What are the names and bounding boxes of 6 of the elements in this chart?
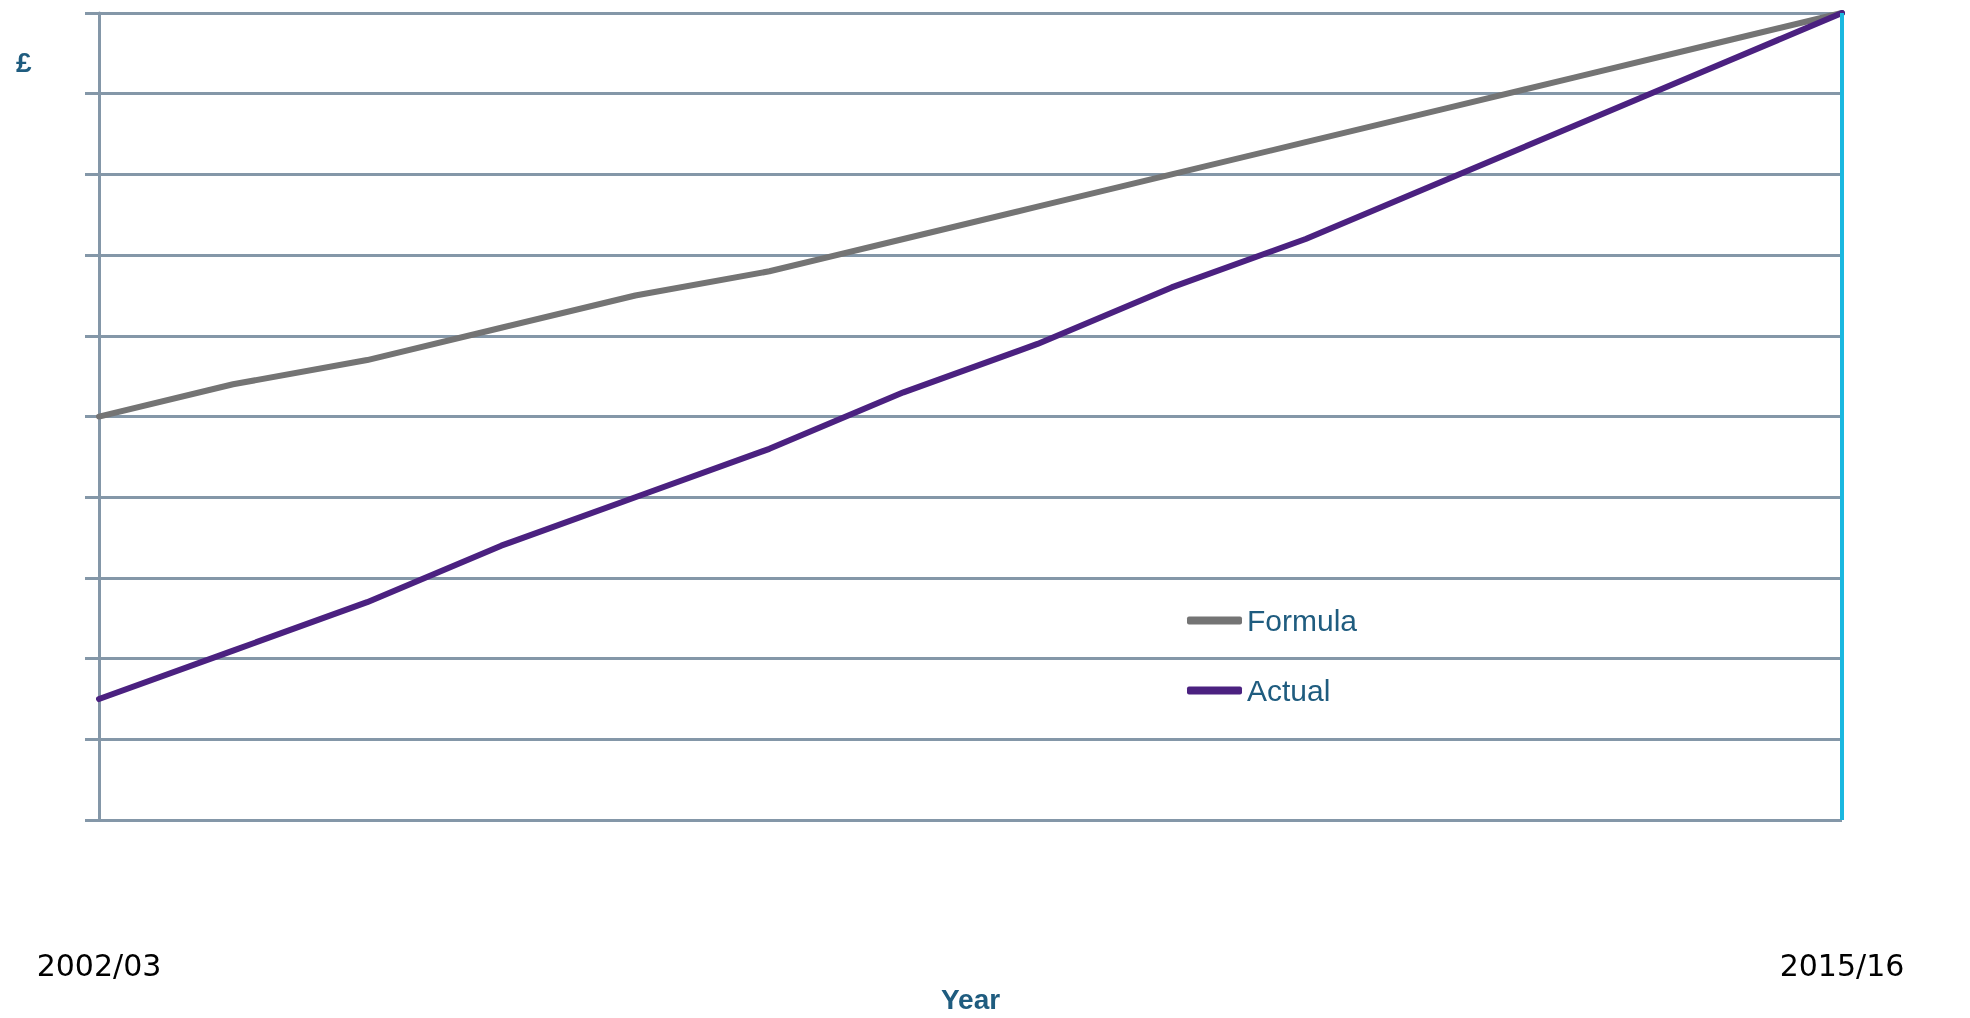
legend-label: Formula bbox=[1247, 604, 1358, 638]
x-axis-title: Year bbox=[940, 983, 1001, 1015]
legend-label: Actual bbox=[1247, 674, 1331, 708]
x-tick-label: 2015/16 bbox=[1779, 947, 1905, 983]
x-tick-label: 2002/03 bbox=[36, 947, 162, 983]
y-axis-title: £ bbox=[16, 46, 32, 78]
